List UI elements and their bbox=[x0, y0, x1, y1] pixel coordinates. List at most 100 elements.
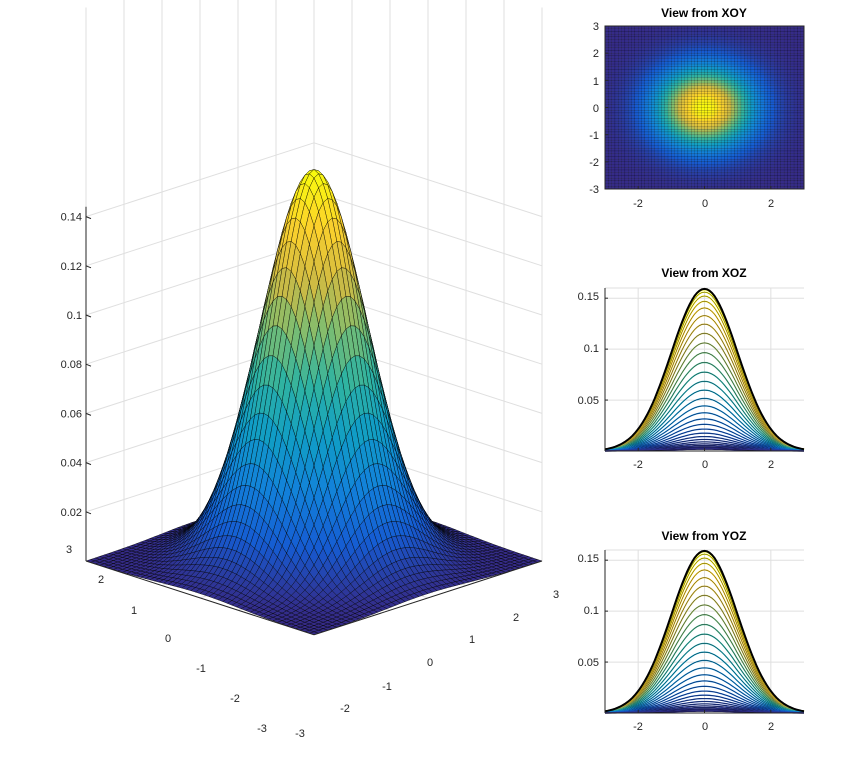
heatmap-cell bbox=[634, 39, 639, 43]
heatmap-cell bbox=[614, 63, 619, 67]
heatmap-cell bbox=[694, 115, 699, 119]
heatmap-cell bbox=[714, 61, 718, 65]
heatmap-cell bbox=[734, 134, 738, 138]
heatmap-cell bbox=[730, 61, 735, 65]
heatmap-cell bbox=[661, 183, 665, 187]
heatmap-cell bbox=[608, 112, 612, 116]
heatmap-cell bbox=[734, 150, 738, 154]
heatmap-cell bbox=[674, 36, 679, 40]
heatmap-cell bbox=[697, 183, 702, 187]
heatmap-cell bbox=[634, 172, 639, 176]
heatmap-cell bbox=[681, 50, 685, 54]
heatmap-cell bbox=[651, 142, 655, 146]
heatmap-cell bbox=[730, 172, 735, 176]
heatmap-cell bbox=[664, 74, 669, 78]
heatmap-cell bbox=[714, 63, 718, 67]
heatmap-cell bbox=[681, 104, 685, 108]
heatmap-cell bbox=[734, 142, 738, 146]
heatmap-cell bbox=[701, 167, 705, 171]
heatmap-cell bbox=[707, 91, 712, 95]
heatmap-cell bbox=[667, 118, 672, 122]
heatmap-cell bbox=[711, 101, 715, 106]
heatmap-cell bbox=[618, 129, 622, 133]
heatmap-cell bbox=[614, 85, 619, 89]
heatmap-cell bbox=[628, 82, 632, 86]
heatmap-cell bbox=[697, 74, 702, 78]
heatmap-cell bbox=[611, 142, 616, 146]
heatmap-cell bbox=[684, 47, 689, 51]
heatmap-cell bbox=[628, 53, 632, 57]
heatmap-cell bbox=[681, 110, 685, 114]
heatmap-cell bbox=[667, 164, 672, 168]
heatmap-cell bbox=[724, 180, 728, 184]
heatmap-cell bbox=[667, 47, 672, 51]
heatmap-cell bbox=[734, 74, 738, 78]
heatmap-cell bbox=[691, 53, 695, 57]
heatmap-cell bbox=[711, 39, 715, 43]
heatmap-cell bbox=[724, 131, 728, 135]
heatmap-cell bbox=[697, 167, 702, 171]
heatmap-cell bbox=[711, 120, 715, 125]
heatmap-cell bbox=[664, 153, 669, 157]
heatmap-cell bbox=[701, 47, 705, 51]
heatmap-cell bbox=[614, 169, 619, 173]
heatmap-cell bbox=[684, 85, 689, 89]
heatmap-cell bbox=[628, 107, 632, 111]
heatmap-cell bbox=[734, 123, 738, 127]
heatmap-cell bbox=[634, 36, 639, 40]
heatmap-cell bbox=[614, 34, 619, 38]
heatmap-cell bbox=[724, 120, 728, 125]
heatmap-cell bbox=[687, 99, 692, 103]
heatmap-cell bbox=[604, 156, 609, 160]
heatmap-cell bbox=[691, 104, 695, 108]
heatmap-cell bbox=[671, 47, 675, 51]
heatmap-cell bbox=[644, 99, 649, 103]
heatmap-cell bbox=[734, 53, 738, 57]
heatmap-cell bbox=[707, 44, 712, 48]
heatmap-cell bbox=[654, 28, 659, 32]
heatmap-cell bbox=[724, 139, 728, 144]
heatmap-cell bbox=[687, 120, 692, 125]
heatmap-cell bbox=[714, 158, 718, 163]
heatmap-cell bbox=[681, 93, 685, 97]
heatmap-cell bbox=[664, 112, 669, 116]
heatmap-cell bbox=[624, 139, 629, 144]
heatmap-cell bbox=[638, 47, 642, 51]
heatmap-cell bbox=[714, 34, 718, 38]
heatmap-cell bbox=[691, 172, 695, 176]
surface-plot: 0.02 0.04 0.06 0.08 0.1 0.12 0.14 -3 -2 … bbox=[61, 0, 559, 740]
heatmap-cell bbox=[697, 31, 702, 35]
heatmap-cell bbox=[608, 180, 612, 184]
heatmap-cell bbox=[697, 58, 702, 62]
heatmap-cell bbox=[604, 61, 609, 65]
heatmap-cell bbox=[624, 96, 629, 100]
heatmap-cell bbox=[604, 63, 609, 67]
heatmap-cell bbox=[720, 167, 725, 171]
heatmap-cell bbox=[707, 85, 712, 89]
heatmap-cell bbox=[714, 120, 718, 125]
heatmap-cell bbox=[671, 134, 675, 138]
heatmap-cell bbox=[704, 77, 709, 81]
heatmap-cell bbox=[687, 156, 692, 160]
heatmap-cell bbox=[704, 31, 709, 35]
heatmap-cell bbox=[621, 110, 626, 114]
heatmap-cell bbox=[720, 115, 725, 119]
heatmap-cell bbox=[654, 180, 659, 184]
heatmap-cell bbox=[624, 145, 629, 149]
heatmap-cell bbox=[604, 69, 609, 73]
heatmap-cell bbox=[727, 44, 732, 48]
heatmap-cell bbox=[717, 126, 722, 130]
heatmap-cell bbox=[730, 131, 735, 135]
heatmap-cell bbox=[611, 148, 616, 152]
heatmap-cell bbox=[667, 112, 672, 116]
heatmap-cell bbox=[730, 36, 735, 40]
heatmap-cell bbox=[734, 101, 738, 106]
heatmap-cell bbox=[677, 96, 682, 100]
heatmap-cell bbox=[664, 72, 669, 76]
heatmap-cell bbox=[614, 115, 619, 119]
heatmap-cell bbox=[727, 66, 732, 70]
heatmap-cell bbox=[697, 148, 702, 152]
heatmap-cell bbox=[697, 80, 702, 84]
heatmap-cell bbox=[614, 153, 619, 157]
heatmap-cell bbox=[687, 80, 692, 84]
